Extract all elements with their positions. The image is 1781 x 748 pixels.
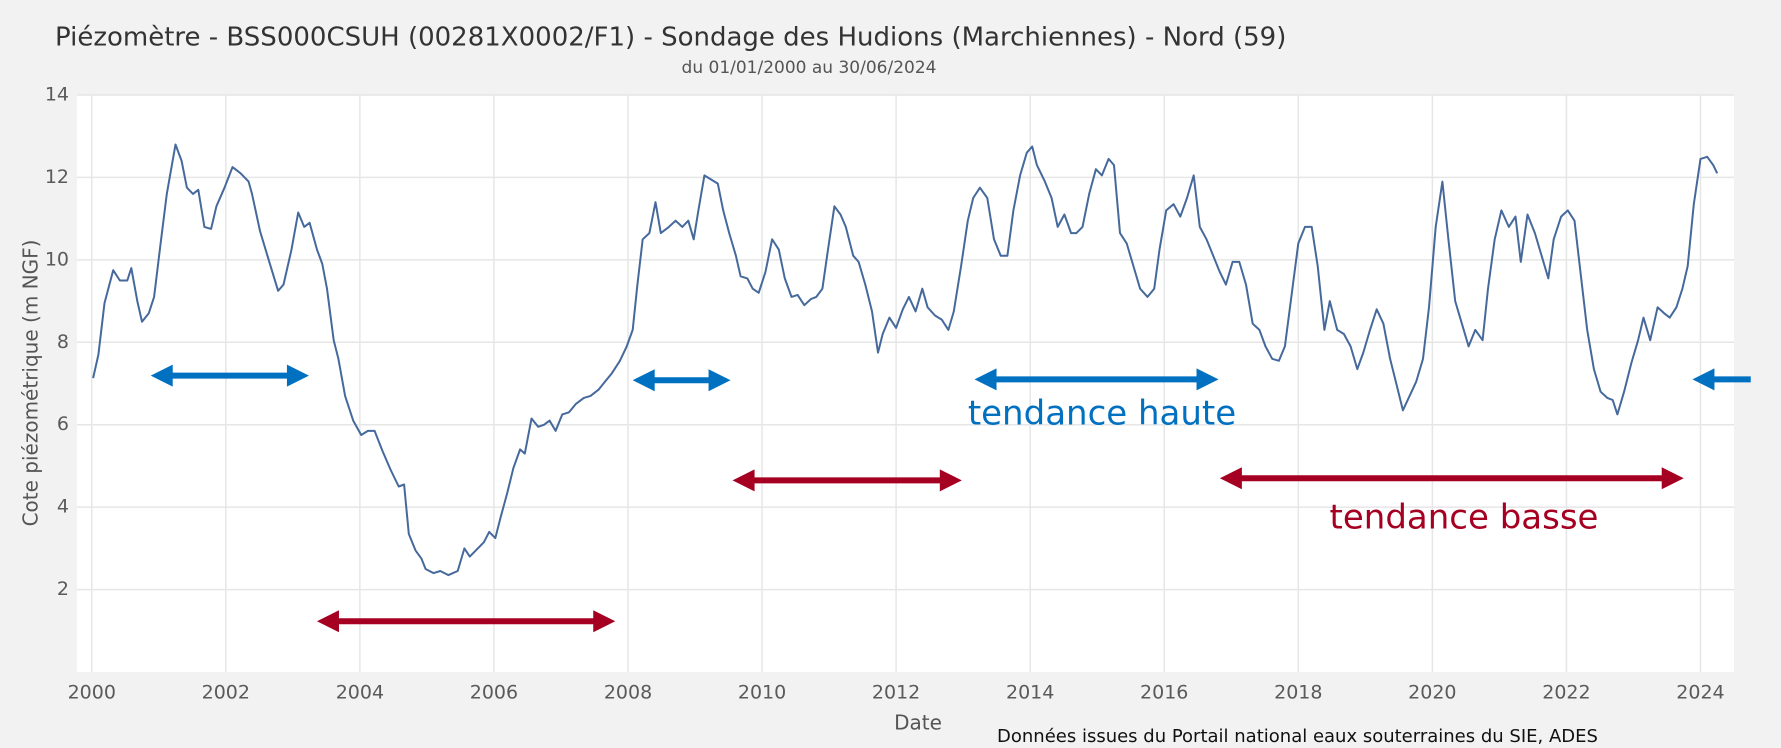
annotation: tendance haute [968,394,1236,434]
x-tick-label: 2020 [1408,682,1456,704]
x-tick-label: 2002 [202,682,250,704]
x-tick-label: 2008 [604,682,652,704]
trend-arrow [1692,368,1751,391]
data-line [92,143,1719,577]
x-tick-label: 2014 [1006,682,1054,704]
y-tick-label: 8 [57,331,69,353]
x-tick-label: 2004 [336,682,384,704]
arrow-head [286,364,309,387]
y-tick-label: 10 [45,248,69,270]
y-tick-label: 14 [45,84,69,106]
x-tick-label: 2016 [1140,682,1188,704]
arrow-head [316,610,339,633]
arrow-head [1661,467,1684,490]
arrow-head [1219,467,1242,490]
arrow-head [150,364,173,387]
arrow-head [732,469,755,492]
y-tick-label: 2 [57,578,69,600]
trend-arrow [1219,467,1684,490]
trend-arrow [632,369,731,392]
x-axis-label: Date [894,711,942,735]
arrow-head [632,369,655,392]
arrow-head [708,369,731,392]
chart-subtitle: du 01/01/2000 au 30/06/2024 [682,58,937,78]
arrow-head [939,469,962,492]
arrow-head [974,368,997,391]
trend-arrow [732,469,962,492]
annotation: tendance basse [1330,498,1599,538]
y-tick-label: 4 [57,496,69,518]
trend-arrow [316,610,616,633]
chart-title: Piézomètre - BSS000CSUH (00281X0002/F1) … [55,23,1286,53]
plot-area [77,95,1734,672]
arrow-head [1196,368,1219,391]
x-tick-label: 2022 [1542,682,1590,704]
source-note: Données issues du Portail national eaux … [997,726,1598,747]
y-tick-label: 12 [45,166,69,188]
x-tick-label: 2018 [1274,682,1322,704]
x-tick-label: 2024 [1676,682,1724,704]
arrow-head [1692,368,1715,391]
x-tick-label: 2006 [470,682,518,704]
x-tick-label: 2010 [738,682,786,704]
trend-arrow [974,368,1219,391]
x-tick-label: 2000 [68,682,116,704]
x-tick-label: 2012 [872,682,920,704]
y-tick-label: 6 [57,413,69,435]
y-axis-label: Cote piézométrique (m NGF) [19,240,43,527]
trend-arrow [150,364,309,387]
grid [77,94,1734,672]
arrow-head [593,610,616,633]
